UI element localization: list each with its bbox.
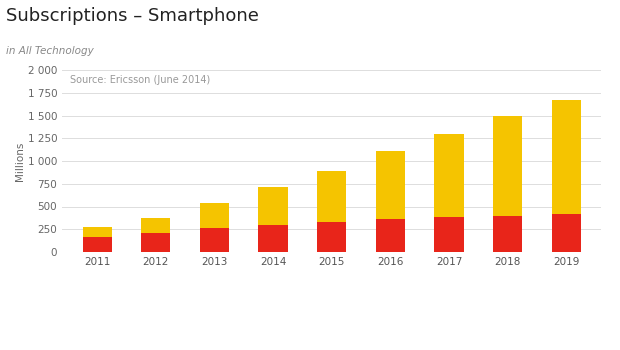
- Bar: [493, 116, 522, 216]
- Bar: [259, 187, 288, 225]
- Bar: [259, 225, 288, 252]
- Bar: [317, 222, 347, 252]
- Bar: [317, 170, 347, 222]
- Legend: Europe
Centrale / ESt, Europe de
l'Ouest: Europe Centrale / ESt, Europe de l'Ouest: [219, 347, 444, 350]
- Text: Subscriptions – Smartphone: Subscriptions – Smartphone: [6, 7, 259, 25]
- Bar: [141, 233, 171, 252]
- Bar: [200, 203, 229, 228]
- Y-axis label: Millions: Millions: [15, 141, 25, 181]
- Bar: [493, 216, 522, 252]
- Bar: [552, 214, 581, 252]
- Text: in All Technology: in All Technology: [6, 46, 94, 56]
- Bar: [376, 219, 405, 252]
- Bar: [376, 151, 405, 219]
- Bar: [82, 237, 112, 252]
- Bar: [434, 134, 464, 217]
- Text: Source: Ericsson (June 2014): Source: Ericsson (June 2014): [70, 76, 210, 85]
- Bar: [552, 100, 581, 214]
- Bar: [82, 226, 112, 237]
- Bar: [434, 217, 464, 252]
- Bar: [200, 228, 229, 252]
- Bar: [141, 218, 171, 233]
